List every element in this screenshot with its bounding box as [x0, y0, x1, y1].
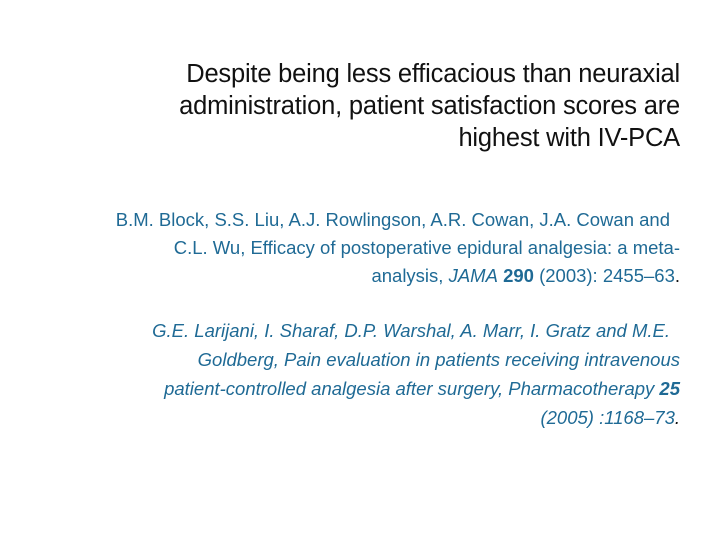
reference-1-journal: JAMA: [448, 265, 498, 286]
reference-1-line-1: B.M. Block, S.S. Liu, A.J. Rowlingson, A…: [115, 209, 670, 230]
title-line-2: administration, patient satisfaction sco…: [179, 92, 680, 120]
reference-block-library: B.M. Block, S.S. Liu, A.J. Rowlingson, A…: [30, 206, 680, 290]
slide-title: Despite being less efficacious than neur…: [60, 58, 680, 154]
reference-1-pages: (2003): 2455–63: [533, 265, 675, 286]
reference-2-volume: 25: [659, 378, 680, 399]
title-line-1: Despite being less efficacious than neur…: [186, 60, 680, 88]
reference-1-end: .: [674, 265, 680, 286]
reference-1-text: analysis,: [371, 265, 449, 286]
reference-1-volume: 290: [503, 265, 534, 286]
reference-2-line-3: patient-controlled analgesia after surge…: [30, 374, 680, 403]
reference-2-line-1: G.E. Larijani, I. Sharaf, D.P. Warshal, …: [152, 320, 670, 341]
reference-1-line-3: analysis, JAMA 290 (2003): 2455–63.: [30, 262, 680, 290]
reference-2-pages: (2005) :1168–73: [540, 407, 675, 428]
reference-2-line-2: Goldberg, Pain evaluation in patients re…: [197, 349, 680, 370]
reference-2-end: .: [674, 407, 680, 428]
reference-2-text: patient-controlled analgesia after surge…: [164, 378, 660, 399]
reference-2-line-4: (2005) :1168–73.: [30, 403, 680, 432]
title-line-3: highest with IV-PCA: [458, 124, 680, 152]
reference-1-line-2: C.L. Wu, Efficacy of postoperative epidu…: [173, 237, 680, 258]
reference-block-2: G.E. Larijani, I. Sharaf, D.P. Warshal, …: [30, 316, 680, 432]
